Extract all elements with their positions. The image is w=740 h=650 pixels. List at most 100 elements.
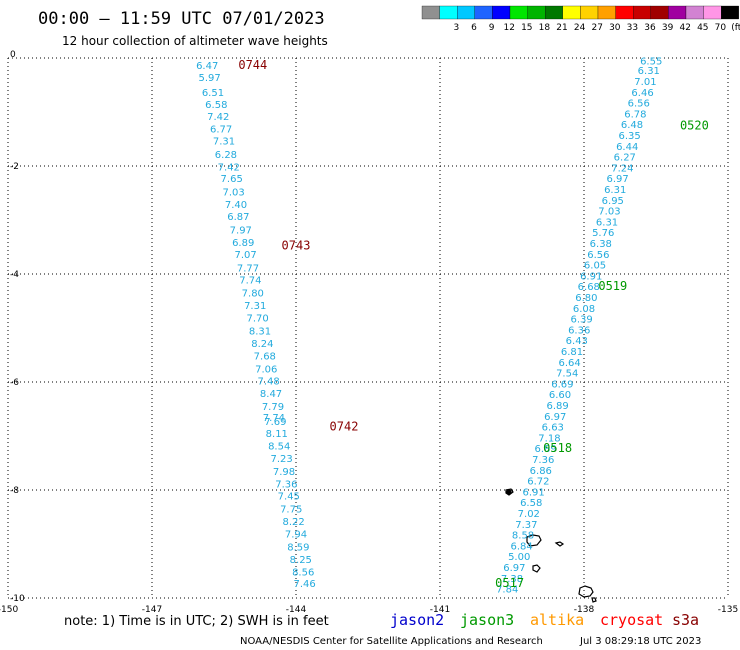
legend-swatch bbox=[545, 5, 563, 20]
swh-value: 8.54 bbox=[268, 442, 290, 453]
swh-value: 6.97 bbox=[544, 412, 566, 423]
swh-value: 6.63 bbox=[542, 423, 564, 434]
swh-value: 7.77 bbox=[237, 263, 259, 274]
swh-value: 6.60 bbox=[549, 390, 571, 401]
legend-swatch bbox=[492, 5, 511, 20]
swh-value: 7.70 bbox=[246, 314, 268, 325]
legend-swatch bbox=[685, 5, 704, 20]
swh-value: 7.37 bbox=[515, 520, 537, 531]
legend-label: 39 bbox=[662, 23, 674, 33]
swh-value: 7.48 bbox=[258, 377, 280, 388]
axis-tick-labels: -150 -147 -144 -141 -138 -135 0 -2 -4 -6 -8 -10 bbox=[0, 50, 738, 615]
island-outline bbox=[554, 541, 565, 547]
island-outline bbox=[526, 534, 542, 547]
swh-value: 7.79 bbox=[262, 402, 284, 413]
swh-value: 6.36 bbox=[568, 325, 590, 336]
swh-value: 7.94 bbox=[285, 530, 307, 541]
swh-value: 8.25 bbox=[290, 555, 312, 566]
swh-value: 5.76 bbox=[592, 228, 614, 239]
swh-value: 8.47 bbox=[260, 389, 282, 400]
legend-swatch bbox=[597, 5, 616, 20]
satellite-legend: jason2 jason3 altika cryosat s3a bbox=[390, 611, 699, 629]
swh-value: 7.74 bbox=[263, 413, 285, 424]
swh-value: 7.97 bbox=[230, 226, 252, 237]
swh-value: 7.36 bbox=[275, 479, 297, 490]
legend-swatch bbox=[650, 5, 669, 20]
swh-value: 6.43 bbox=[566, 336, 588, 347]
swh-value: 6.91 bbox=[580, 271, 602, 282]
pass-time-label: 0744 bbox=[238, 58, 267, 72]
swh-value: 6.31 bbox=[596, 217, 618, 228]
legend-label: 12 bbox=[503, 23, 514, 33]
legend-swatch bbox=[474, 5, 493, 20]
x-tick-label: -141 bbox=[430, 605, 450, 615]
swh-value: 6.58 bbox=[205, 100, 227, 111]
y-tick-label: -6 bbox=[10, 378, 19, 388]
pass-time-label: 0519 bbox=[598, 279, 627, 293]
swh-value: 6.97 bbox=[606, 174, 628, 185]
x-tick-label: -150 bbox=[0, 605, 18, 615]
legend-swatch bbox=[615, 5, 634, 20]
legend-label: 42 bbox=[679, 23, 690, 33]
satellite-label: altika bbox=[530, 611, 584, 629]
legend-swatch bbox=[562, 5, 581, 20]
swh-value: 7.42 bbox=[218, 162, 240, 173]
pass-time-label: 0518 bbox=[543, 441, 572, 455]
swh-value: 7.42 bbox=[207, 112, 229, 123]
legend-label: 30 bbox=[609, 23, 621, 33]
legend-label: 9 bbox=[489, 23, 495, 33]
swh-value: 6.89 bbox=[534, 444, 556, 455]
pass-time-labels: 0744 0743 0742 0520 0519 0518 0517 bbox=[238, 58, 709, 590]
pass-time-label: 0743 bbox=[282, 239, 311, 253]
legend-label: 36 bbox=[644, 23, 656, 33]
swh-value: 7.03 bbox=[598, 207, 620, 218]
swh-value: 7.03 bbox=[222, 188, 244, 199]
legend-label: 70 bbox=[715, 23, 727, 33]
swh-value: 6.48 bbox=[621, 120, 643, 131]
swh-value: 6.68 bbox=[578, 282, 600, 293]
swh-value: 6.08 bbox=[573, 304, 595, 315]
swh-value: 7.01 bbox=[634, 77, 656, 88]
satellite-label: jason3 bbox=[460, 611, 514, 629]
x-tick-label: -138 bbox=[574, 605, 595, 615]
y-tick-label: -10 bbox=[10, 594, 25, 604]
swh-value: 7.31 bbox=[213, 136, 235, 147]
island-outlines bbox=[505, 488, 597, 603]
swh-value: 8.59 bbox=[287, 542, 309, 553]
y-tick-label: 0 bbox=[10, 50, 16, 60]
credit-text: NOAA/NESDIS Center for Satellite Applica… bbox=[240, 636, 543, 647]
swh-value: 6.87 bbox=[227, 212, 249, 223]
legend-label: 18 bbox=[539, 23, 551, 33]
swh-value: 7.31 bbox=[244, 301, 266, 312]
swh-value: 7.68 bbox=[254, 351, 276, 362]
swh-value: 6.84 bbox=[510, 541, 532, 552]
island-outline bbox=[578, 585, 594, 598]
swh-value: 7.02 bbox=[518, 509, 540, 520]
swh-value: 8.56 bbox=[292, 567, 314, 578]
swh-value: 6.97 bbox=[503, 563, 525, 574]
swh-value: 7.18 bbox=[538, 433, 560, 444]
swh-value: 7.54 bbox=[556, 369, 578, 380]
swh-value: 6.95 bbox=[602, 196, 624, 207]
legend-label: (ft) bbox=[731, 23, 740, 33]
island-dot bbox=[506, 489, 512, 495]
swh-value: 5.00 bbox=[508, 552, 530, 563]
swh-value: 6.81 bbox=[561, 347, 583, 358]
swh-value: 7.23 bbox=[270, 454, 292, 465]
swh-value: 6.44 bbox=[616, 142, 638, 153]
island-outline bbox=[532, 564, 541, 573]
island-outline bbox=[591, 597, 597, 603]
lat-lon-grid bbox=[7, 57, 729, 599]
legend-label: 45 bbox=[697, 23, 708, 33]
legend-label: 3 bbox=[454, 23, 460, 33]
swh-value: 8.58 bbox=[512, 531, 534, 542]
pass-time-label: 0742 bbox=[330, 420, 359, 434]
timestamp: Jul 3 08:29:18 UTC 2023 bbox=[579, 636, 701, 647]
legend-label: 6 bbox=[471, 23, 477, 33]
legend-swatch bbox=[633, 5, 651, 20]
swh-value: 8.31 bbox=[249, 326, 271, 337]
legend-label: 33 bbox=[627, 23, 638, 33]
y-tick-label: -2 bbox=[10, 162, 19, 172]
